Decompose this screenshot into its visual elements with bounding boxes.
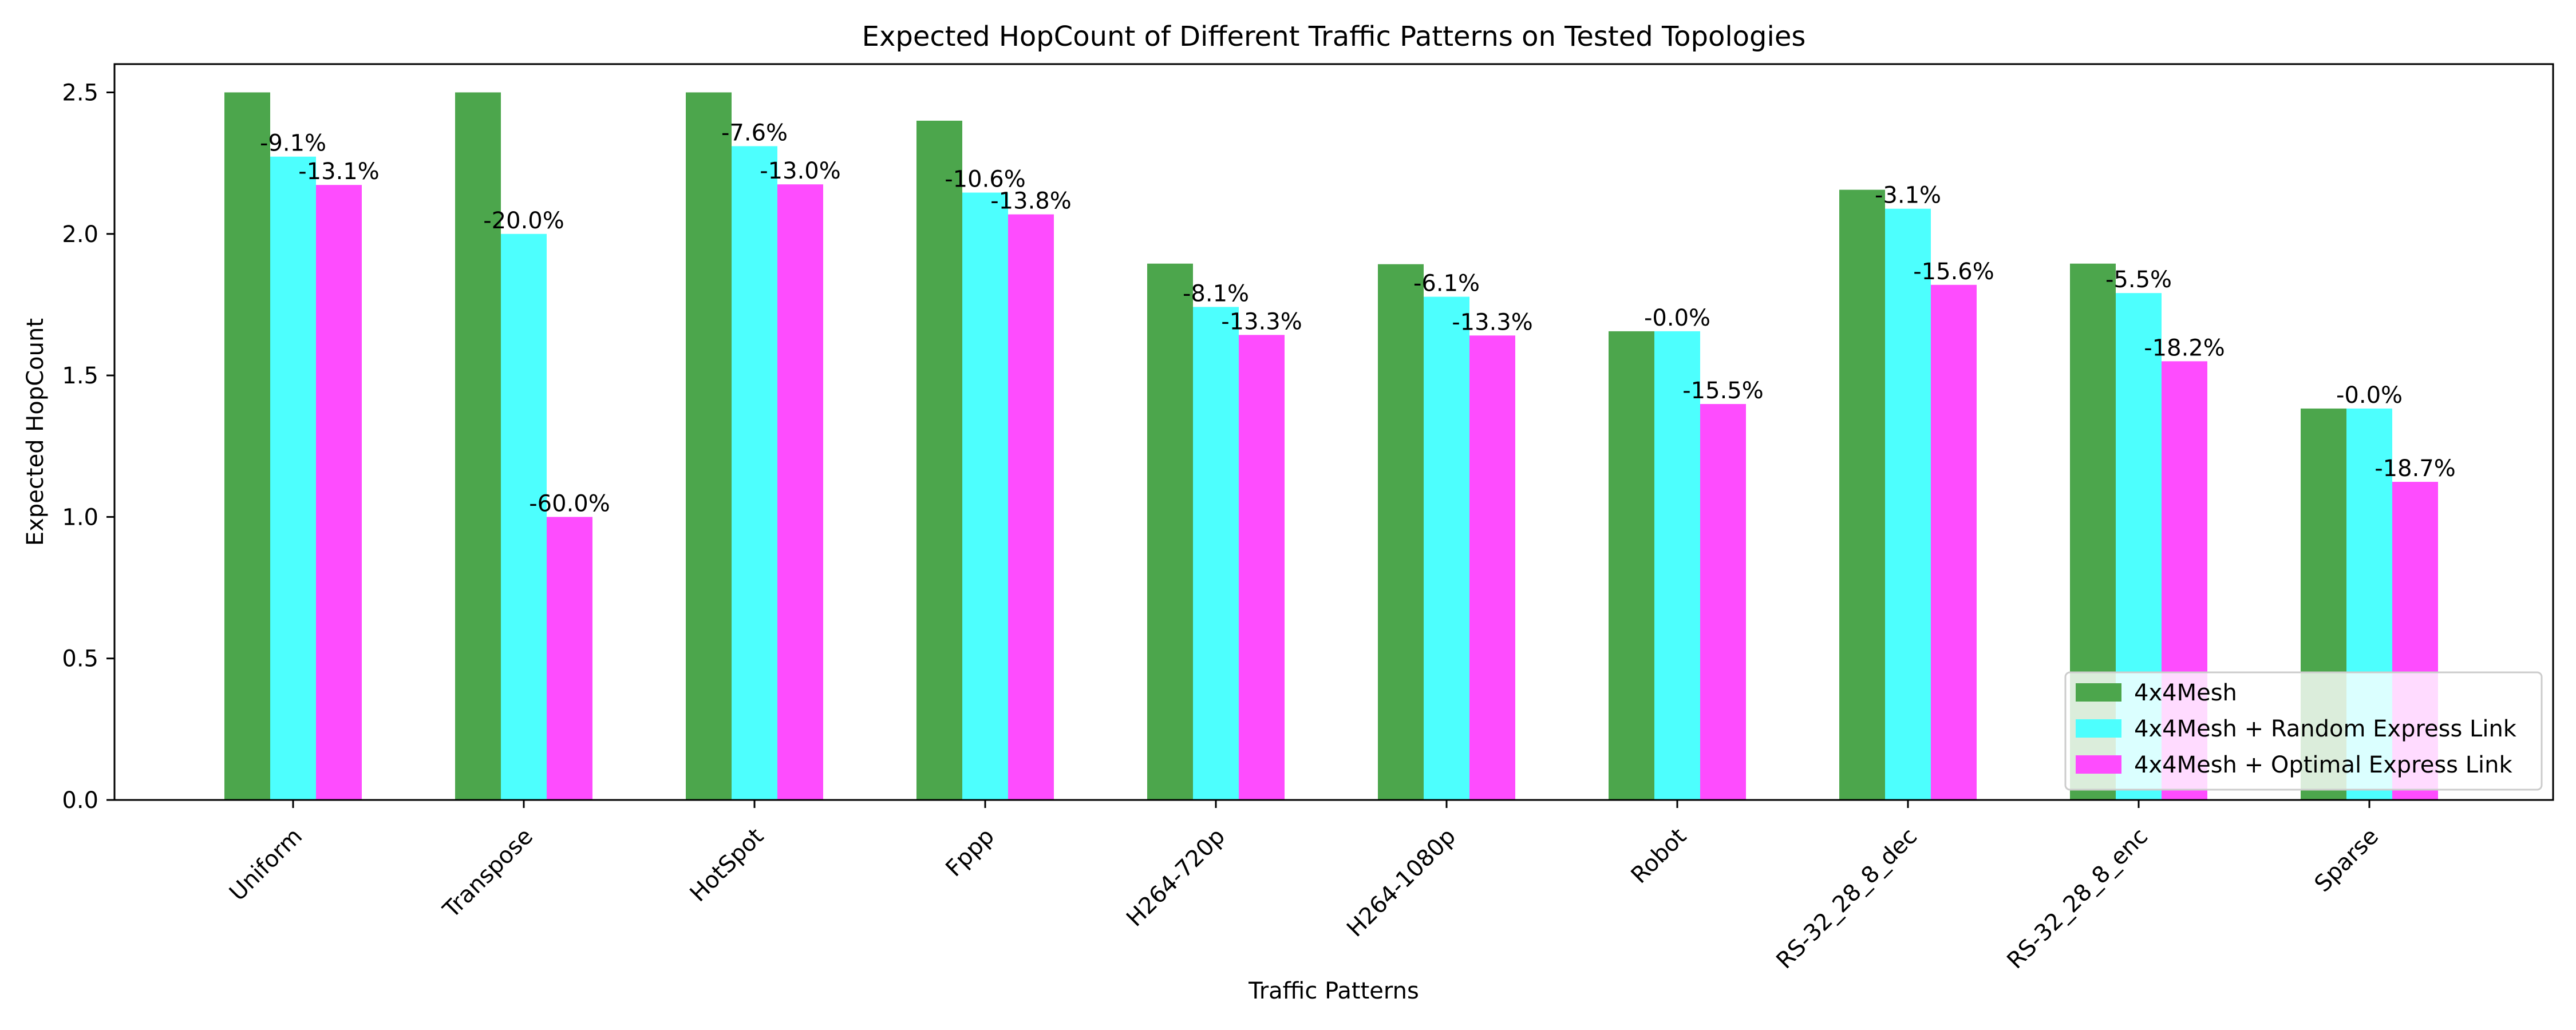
bar (1239, 335, 1285, 800)
x-tick-label: Uniform (224, 823, 307, 906)
legend-swatch (2076, 683, 2121, 702)
bar (962, 192, 1008, 800)
bar (1008, 214, 1054, 801)
legend-label: 4x4Mesh + Optimal Express Link (2134, 752, 2512, 778)
data-label: -7.6% (721, 120, 788, 146)
legend-swatch (2076, 755, 2121, 774)
data-label: -0.0% (1644, 305, 1710, 331)
bar (732, 146, 777, 800)
data-label: -5.5% (2105, 267, 2172, 293)
bar (547, 517, 592, 800)
data-label: -3.1% (1875, 183, 1941, 209)
y-tick-label: 0.0 (62, 787, 98, 814)
plot-area: -9.1% -20.0% -7.6% -10.6% -8.1% -6.1% -0.0% -3.… (224, 92, 2456, 801)
data-label: -15.6% (1913, 259, 1994, 285)
data-label: -13.3% (1221, 308, 1302, 335)
y-axis-label: Expected HopCount (22, 318, 49, 546)
legend: 4x4Mesh 4x4Mesh + Random Express Link 4x4M… (2064, 671, 2543, 791)
bar (686, 92, 732, 800)
legend-swatch (2076, 719, 2121, 738)
data-label: -8.1% (1183, 280, 1249, 307)
bar (455, 92, 501, 800)
data-label: -18.2% (2144, 335, 2225, 361)
data-label: -18.7% (2374, 455, 2456, 482)
legend-box (2064, 671, 2543, 791)
bar (316, 185, 362, 800)
bar (777, 184, 823, 800)
x-tick-label: HotSpot (685, 823, 769, 907)
bar (916, 120, 962, 800)
bar (1885, 208, 1931, 800)
bar (501, 233, 547, 800)
data-label: -13.3% (1452, 309, 1533, 335)
bar (1931, 284, 1977, 800)
y-tick-label: 1.0 (62, 504, 98, 530)
bar (1654, 331, 1700, 800)
bar (1839, 189, 1885, 800)
y-tick-label: 1.5 (62, 363, 98, 389)
bar (270, 156, 316, 800)
x-tick-label: H264-720p (1121, 823, 1230, 932)
x-tick-label: Robot (1626, 823, 1692, 889)
bar (1147, 263, 1193, 800)
x-axis-label: Traffic Patterns (1248, 978, 1419, 1004)
x-tick-label: Transpose (438, 823, 538, 924)
bar (1700, 404, 1746, 800)
y-tick-label: 0.5 (62, 646, 98, 672)
data-label: -15.5% (1682, 378, 1764, 404)
data-label: -60.0% (529, 490, 610, 517)
data-label: -0.0% (2336, 382, 2403, 409)
data-label: -6.1% (1413, 271, 1480, 297)
x-axis: Uniform Transpose HotSpot Fppp H264-720p H264… (224, 800, 2384, 974)
bar (1193, 307, 1239, 800)
x-tick-label: H264-1080p (1342, 823, 1461, 942)
data-label: -13.0% (760, 158, 841, 184)
bar (1609, 331, 1654, 800)
bar (224, 92, 270, 800)
data-label: -13.1% (298, 159, 380, 185)
data-label: -20.0% (483, 208, 564, 234)
bar (1424, 296, 1469, 800)
y-axis: 0.0 0.5 1.0 1.5 2.0 2.5 (62, 80, 114, 814)
bar (1469, 335, 1515, 800)
bar (1378, 264, 1424, 800)
x-tick-label: RS-32_28_8_enc (2002, 823, 2153, 974)
x-tick-label: RS-32_28_8_dec (1771, 823, 1922, 974)
legend-label: 4x4Mesh (2134, 680, 2237, 706)
y-tick-label: 2.0 (62, 221, 98, 248)
chart-title: Expected HopCount of Different Traffic P… (862, 21, 1806, 53)
plot-frame (113, 63, 2554, 801)
data-label: -13.8% (990, 188, 1072, 215)
data-label: -10.6% (945, 167, 1026, 193)
y-tick-label: 2.5 (62, 80, 98, 106)
x-tick-label: Fppp (941, 823, 999, 882)
x-tick-label: Sparse (2310, 823, 2384, 898)
data-label: -9.1% (260, 130, 326, 157)
legend-label: 4x4Mesh + Random Express Link (2134, 716, 2517, 742)
